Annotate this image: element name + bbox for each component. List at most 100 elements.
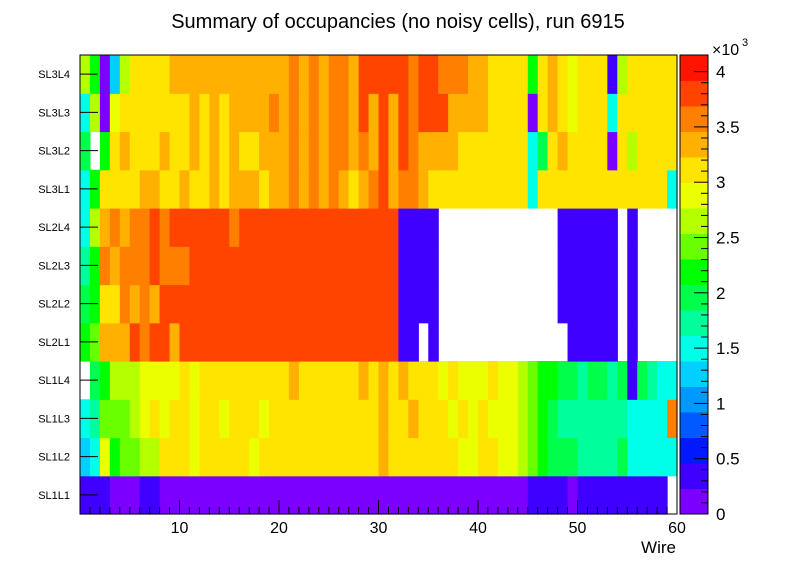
heatmap-cell [298, 284, 310, 324]
heatmap-cell [109, 361, 121, 400]
heatmap-cell [249, 437, 260, 477]
heatmap-cell [129, 475, 141, 515]
heatmap-cell [229, 437, 240, 477]
heatmap-cell [527, 55, 539, 94]
heatmap-cell [209, 131, 220, 171]
heatmap-cell [159, 361, 171, 400]
heatmap-cell [637, 361, 648, 400]
heatmap-cell [517, 131, 529, 171]
colorbar-multiplier: ×10 3 [712, 37, 748, 59]
heatmap-cell [149, 55, 161, 94]
heatmap-cell [199, 131, 210, 171]
heatmap-cell [259, 131, 270, 171]
heatmap-cell [229, 208, 240, 247]
heatmap-cell [527, 361, 539, 400]
heatmap-cell [179, 284, 191, 324]
heatmap-cell [288, 55, 300, 94]
heatmap-cell [259, 322, 270, 362]
heatmap-cell [279, 399, 290, 439]
heatmap-cell [109, 475, 121, 515]
heatmap-cell [587, 208, 598, 247]
heatmap-cell [179, 399, 191, 439]
heatmap-cell [647, 361, 658, 400]
heatmap-cell [418, 284, 429, 324]
heatmap-cell [408, 361, 419, 400]
heatmap-cell [597, 399, 608, 439]
heatmap-cell [478, 131, 489, 171]
heatmap-cell [567, 169, 579, 209]
heatmap-cell [398, 55, 409, 94]
heatmap-cell [587, 475, 598, 515]
heatmap-cell [338, 208, 350, 247]
heatmap-cell [269, 208, 280, 247]
heatmap-cell [607, 55, 618, 94]
heatmap-cell [358, 437, 370, 477]
heatmap-cell [159, 131, 171, 171]
heatmap-cell [507, 399, 519, 439]
heatmap-cell [408, 399, 419, 439]
heatmap-cell [478, 437, 489, 477]
heatmap-cell [109, 284, 121, 324]
heatmap-cell [99, 55, 111, 94]
heatmap-cell [99, 322, 111, 362]
heatmap-cell [418, 361, 429, 400]
heatmap-cell [348, 246, 360, 286]
y-tick-label: SL3L4 [38, 69, 70, 81]
heatmap-cell [259, 93, 270, 133]
heatmap-cell [577, 475, 589, 515]
heatmap-cell [368, 284, 380, 324]
heatmap-cell [139, 55, 151, 94]
heatmap-cell [567, 361, 579, 400]
heatmap-cell [219, 246, 230, 286]
colorbar-tick-label: 1.5 [716, 339, 740, 358]
heatmap-cell [368, 246, 380, 286]
heatmap-cell [388, 208, 399, 247]
heatmap-cell [517, 437, 529, 477]
heatmap-cell [418, 399, 429, 439]
heatmap-cell [318, 246, 330, 286]
heatmap-cell [517, 399, 529, 439]
colorbar-segment [680, 310, 708, 336]
heatmap-cell [358, 55, 370, 94]
heatmap-cell [139, 475, 151, 515]
heatmap-cell [169, 131, 181, 171]
heatmap-cell [537, 399, 549, 439]
colorbar-segment [680, 386, 708, 413]
heatmap-cell [169, 284, 181, 324]
heatmap-cell [468, 55, 479, 94]
heatmap-cell [328, 322, 340, 362]
heatmap-cell [338, 322, 350, 362]
heatmap-cell [139, 169, 151, 209]
heatmap-cell [428, 361, 439, 400]
heatmap-cell [637, 399, 648, 439]
heatmap-cell [448, 169, 459, 209]
heatmap-cell [617, 169, 628, 209]
heatmap-cell [209, 437, 220, 477]
heatmap-cell [517, 475, 529, 515]
heatmap-cell [179, 246, 191, 286]
heatmap-cell [468, 475, 479, 515]
heatmap-cell [109, 322, 121, 362]
heatmap-cell [308, 169, 320, 209]
heatmap-cell [667, 93, 678, 133]
colorbar-segment [680, 437, 708, 464]
heatmap-cell [129, 246, 141, 286]
heatmap-cell [637, 475, 648, 515]
heatmap-cell [617, 475, 628, 515]
heatmap-cell [388, 93, 399, 133]
heatmap-cell [567, 475, 579, 515]
heatmap-cell [497, 55, 509, 94]
heatmap-cell [418, 246, 429, 286]
heatmap-cell [129, 208, 141, 247]
heatmap-cell [358, 475, 370, 515]
colorbar-multiplier-base: ×10 [712, 42, 739, 59]
heatmap-cell [458, 361, 469, 400]
y-axis: SL1L1 SL1L2 SL1L3 SL1L4 SL2L1 SL2L2 SL2L3 SL2L4… [38, 69, 98, 502]
heatmap-cell [318, 322, 330, 362]
heatmap-cell [627, 131, 638, 171]
heatmap-cell [348, 131, 360, 171]
heatmap-cell [617, 131, 628, 171]
heatmap-cell [517, 93, 529, 133]
heatmap-cell [298, 437, 310, 477]
heatmap-cell [408, 322, 419, 362]
